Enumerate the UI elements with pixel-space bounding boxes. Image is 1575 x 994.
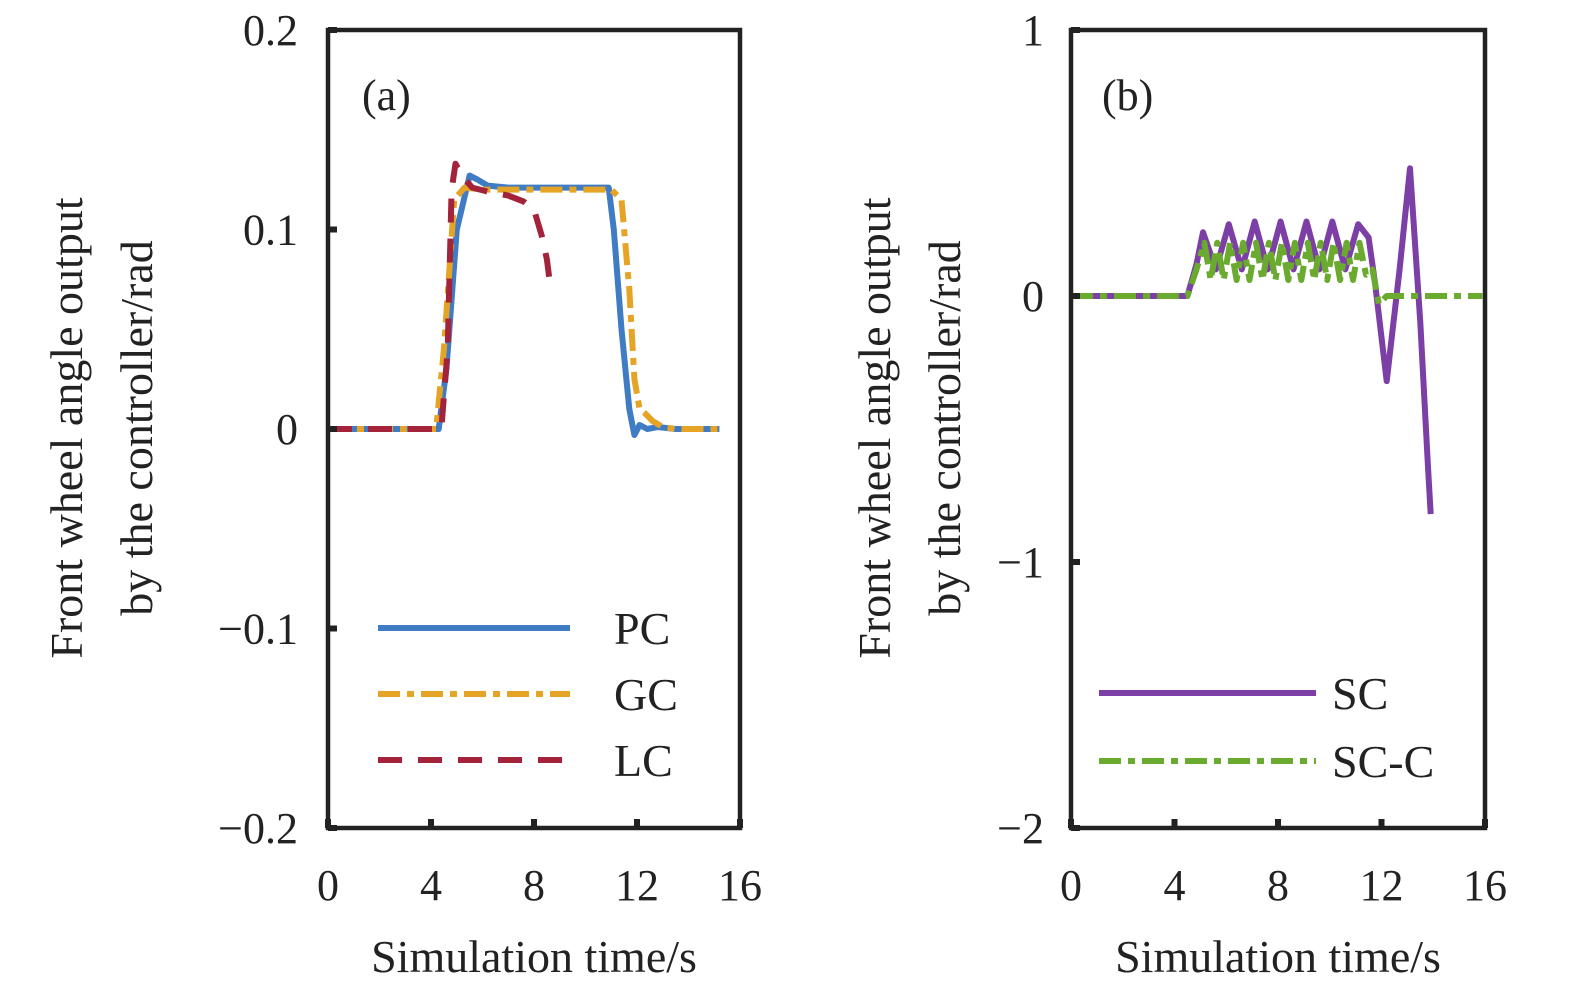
y-tick-label: 0: [276, 405, 298, 454]
y-tick-label: −2: [997, 804, 1044, 853]
legend-label-lc: LC: [614, 735, 673, 786]
y-axis-label-line2: by the controller/rad: [919, 240, 970, 616]
panel-label: (a): [362, 71, 411, 120]
plot-area: [1071, 165, 1483, 515]
x-axis-label: Simulation time/s: [371, 931, 697, 982]
series-line-sc-c: [1071, 239, 1483, 307]
y-tick-label: −0.2: [218, 804, 298, 853]
x-tick-label: 12: [1360, 861, 1404, 910]
series-line-gc: [328, 184, 720, 432]
x-tick-label: 16: [718, 861, 762, 910]
series-line-lc: [328, 160, 554, 432]
x-tick-label: 0: [317, 861, 339, 910]
y-tick-label: 0: [1022, 272, 1044, 321]
legend-label-gc: GC: [614, 669, 678, 720]
panel-label: (b): [1102, 71, 1153, 120]
y-axis-label-line1: Front wheel angle output: [849, 197, 900, 658]
y-axis-label-line2: by the controller/rad: [111, 240, 162, 616]
x-tick-label: 8: [523, 861, 545, 910]
y-tick-label: 1: [1022, 6, 1044, 55]
y-tick-label: 0.1: [243, 206, 298, 255]
legend-label-sc-c: SC-C: [1332, 736, 1434, 787]
legend: PC GC LC: [378, 603, 678, 786]
x-tick-label: 4: [1164, 861, 1186, 910]
x-tick-label: 0: [1060, 861, 1082, 910]
x-tick-label: 4: [420, 861, 442, 910]
x-tick-label: 12: [615, 861, 659, 910]
x-tick-label: 8: [1267, 861, 1289, 910]
chart-panel-1: 0 4 8 12 16 −2 −1 0 1 Simulation time/s Front whee…: [849, 6, 1507, 982]
legend-label-pc: PC: [614, 603, 670, 654]
x-tick-label: 16: [1463, 861, 1507, 910]
y-tick-label: −1: [997, 538, 1044, 587]
y-tick-label: −0.1: [218, 605, 298, 654]
legend: SC SC-C: [1099, 668, 1434, 787]
chart-panel-0: 0 4 8 12 16 −0.2 −0.1 0 0.1 0.2 Simulation time/s F…: [41, 6, 762, 982]
series-line-sc: [1071, 165, 1434, 515]
plot-frame: [1068, 27, 1488, 831]
y-axis-label-line1: Front wheel angle output: [41, 197, 92, 658]
plot-area: [328, 160, 720, 438]
x-axis-label: Simulation time/s: [1115, 931, 1441, 982]
y-tick-label: 0.2: [243, 6, 298, 55]
series-line-pc: [328, 172, 720, 438]
legend-label-sc: SC: [1332, 668, 1388, 719]
